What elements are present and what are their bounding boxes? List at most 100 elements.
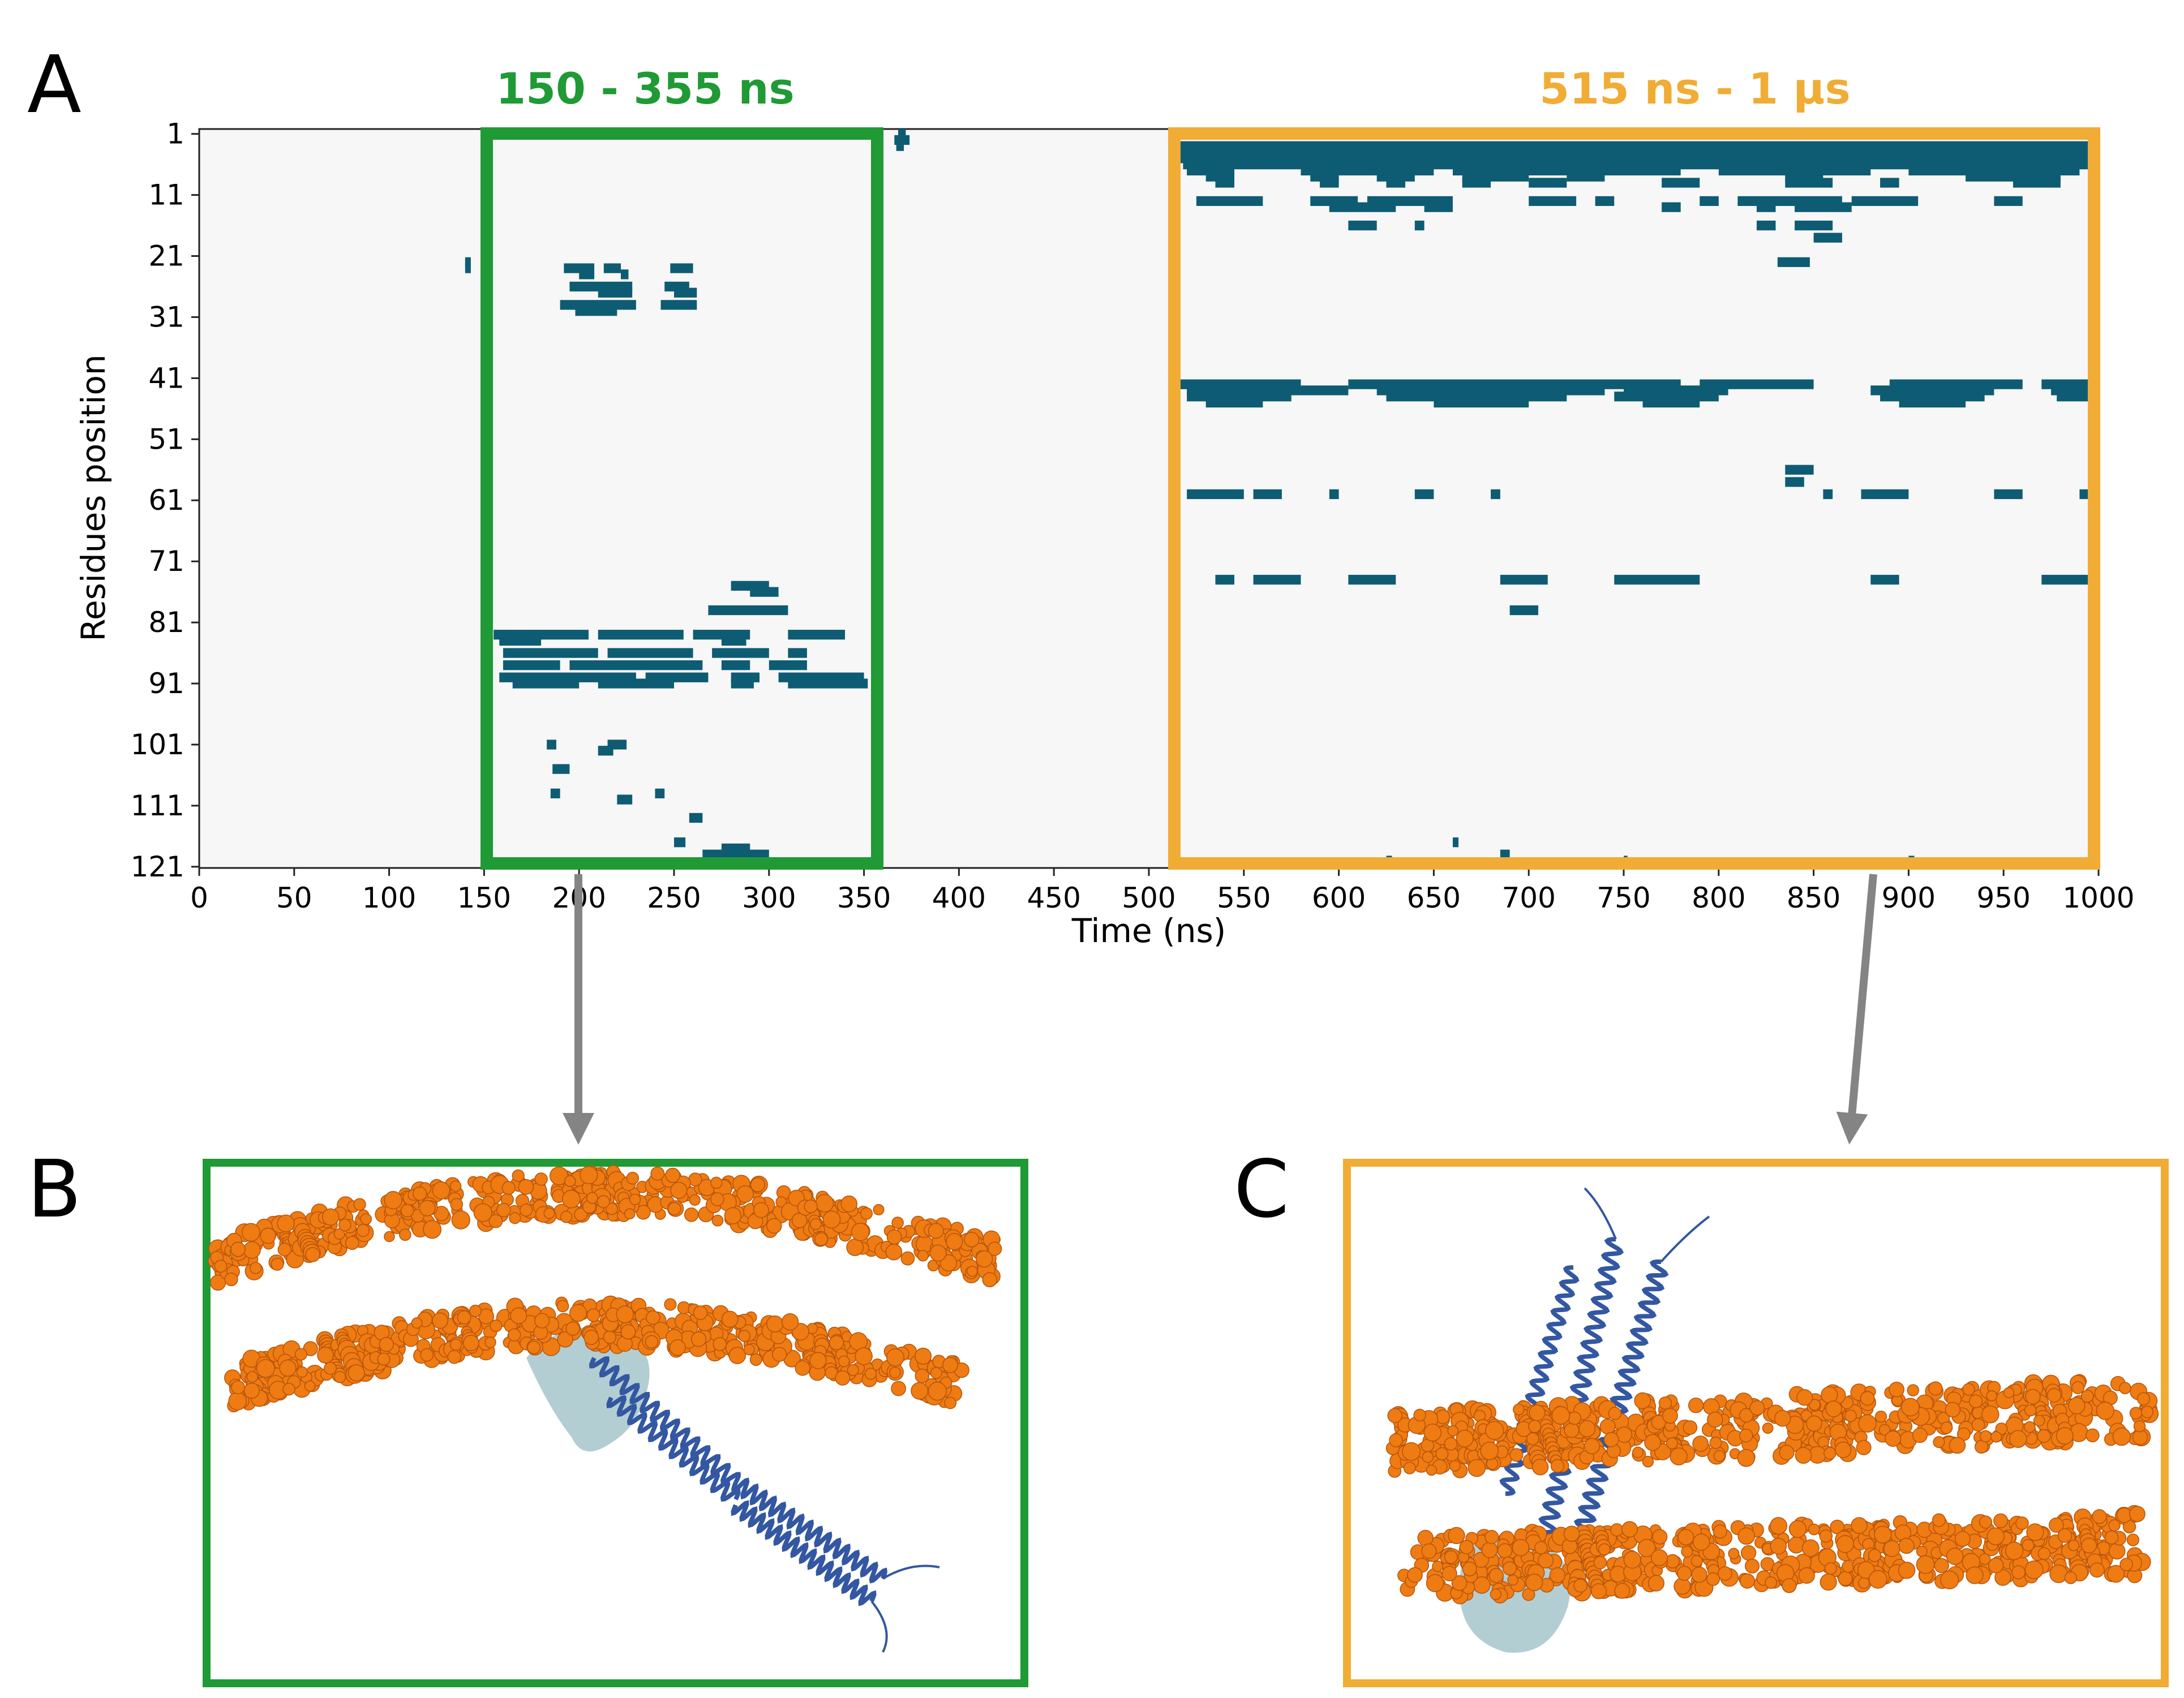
phosphate-bead (509, 1212, 521, 1224)
phosphate-bead (775, 1196, 787, 1208)
panel-letter-b: B (27, 1144, 81, 1236)
contact-segment (1424, 202, 1453, 212)
contact-segment (503, 660, 560, 670)
contact-segment (689, 813, 703, 823)
contact-segment (579, 269, 595, 280)
phosphate-bead (561, 1189, 581, 1209)
phosphate-bead (333, 1370, 346, 1383)
phosphate-bead (2009, 1430, 2027, 1448)
phosphate-bead (1940, 1570, 1959, 1589)
phosphate-bead (400, 1203, 414, 1218)
phosphate-bead (1573, 1579, 1588, 1593)
phosphate-bead (1674, 1577, 1691, 1595)
phosphate-bead (1512, 1538, 1530, 1557)
phosphate-bead (580, 1166, 598, 1185)
phosphate-bead (557, 1331, 574, 1348)
phosphate-bead (1744, 1558, 1760, 1574)
phosphate-bead (1770, 1537, 1787, 1555)
phosphate-bead (2108, 1519, 2121, 1532)
contact-segment (1215, 178, 1235, 188)
phosphate-bead (1421, 1543, 1437, 1559)
phosphate-bead (1898, 1538, 1915, 1554)
contact-segment (1870, 574, 1899, 585)
phosphate-bead (624, 1208, 636, 1220)
phosphate-bead (1413, 1408, 1426, 1422)
x-tick-label: 100 (362, 882, 416, 914)
phosphate-bead (527, 1340, 541, 1355)
phosphate-bead (1389, 1433, 1403, 1447)
contact-segment (721, 635, 746, 646)
contact-segment (598, 287, 633, 298)
phosphate-bead (766, 1218, 782, 1234)
phosphate-bead (2015, 1516, 2029, 1530)
y-tick-label: 61 (148, 484, 184, 517)
phosphate-bead (728, 1347, 746, 1364)
phosphate-bead (1447, 1425, 1459, 1437)
phosphate-bead (447, 1350, 461, 1364)
phosphate-bead (1825, 1400, 1842, 1417)
phosphate-bead (214, 1259, 228, 1273)
phosphate-bead (781, 1313, 799, 1331)
phosphate-bead (1986, 1527, 2005, 1545)
contact-segment (465, 263, 471, 273)
phosphate-bead (1949, 1437, 1966, 1454)
phosphate-bead (650, 1166, 665, 1181)
phosphate-bead (2092, 1509, 2107, 1524)
x-tick-label: 550 (1217, 882, 1271, 914)
y-tick-label: 111 (131, 789, 184, 822)
phosphate-bead (606, 1202, 618, 1215)
phosphate-bead (1762, 1422, 1774, 1434)
phosphate-bead (2108, 1542, 2126, 1560)
y-tick-label: 71 (148, 545, 184, 578)
phosphate-bead (886, 1229, 902, 1245)
x-tick-label: 600 (1312, 882, 1366, 914)
contact-segment (1899, 397, 1966, 408)
phosphate-bead (473, 1203, 492, 1222)
phosphate-bead (1739, 1408, 1754, 1423)
y-tick-label: 1 (166, 118, 184, 151)
phosphate-bead (243, 1241, 261, 1259)
phosphate-bead (1651, 1549, 1668, 1566)
phosphate-bead (915, 1347, 932, 1365)
protein-helix (731, 1500, 877, 1606)
phosphate-bead (1709, 1436, 1722, 1449)
x-tick-label: 800 (1692, 882, 1745, 914)
contact-segment (1861, 489, 1909, 500)
contact-segment (1253, 489, 1282, 500)
phosphate-bead (855, 1347, 873, 1365)
y-tick-label: 11 (148, 179, 184, 212)
phosphate-bead (305, 1247, 320, 1262)
phosphate-bead (1538, 1553, 1554, 1569)
contact-segment (1795, 220, 1833, 231)
phosphate-bead (1402, 1442, 1421, 1461)
y-tick-label: 81 (148, 606, 184, 639)
phosphate-bead (569, 1304, 587, 1322)
phosphate-bead (260, 1227, 276, 1244)
phosphate-bead (1739, 1573, 1755, 1589)
phosphate-bead (1692, 1435, 1709, 1452)
phosphate-bead (1885, 1430, 1902, 1447)
phosphate-bead (809, 1218, 822, 1231)
phosphate-bead (1934, 1558, 1949, 1574)
phosphate-bead (1564, 1422, 1580, 1438)
phosphate-bead (1995, 1422, 2008, 1435)
x-tick-label: 0 (190, 882, 208, 914)
phosphate-bead (411, 1317, 423, 1329)
phosphate-bead (690, 1331, 707, 1347)
phosphate-bead (1898, 1562, 1916, 1579)
contact-segment (712, 648, 769, 658)
phosphate-bead (1480, 1441, 1499, 1460)
phosphate-bead (982, 1272, 998, 1288)
phosphate-bead (1426, 1574, 1444, 1592)
contact-segment (1414, 489, 1434, 500)
phosphate-bead (1531, 1459, 1549, 1476)
contact-segment (1994, 489, 2023, 500)
phosphate-bead (1676, 1566, 1692, 1581)
phosphate-bead (2129, 1407, 2143, 1420)
phosphate-bead (2112, 1427, 2131, 1446)
contact-segment (552, 764, 570, 774)
phosphate-bead (1598, 1543, 1611, 1556)
contact-segment (1500, 849, 1510, 859)
phosphate-bead (1740, 1545, 1757, 1561)
